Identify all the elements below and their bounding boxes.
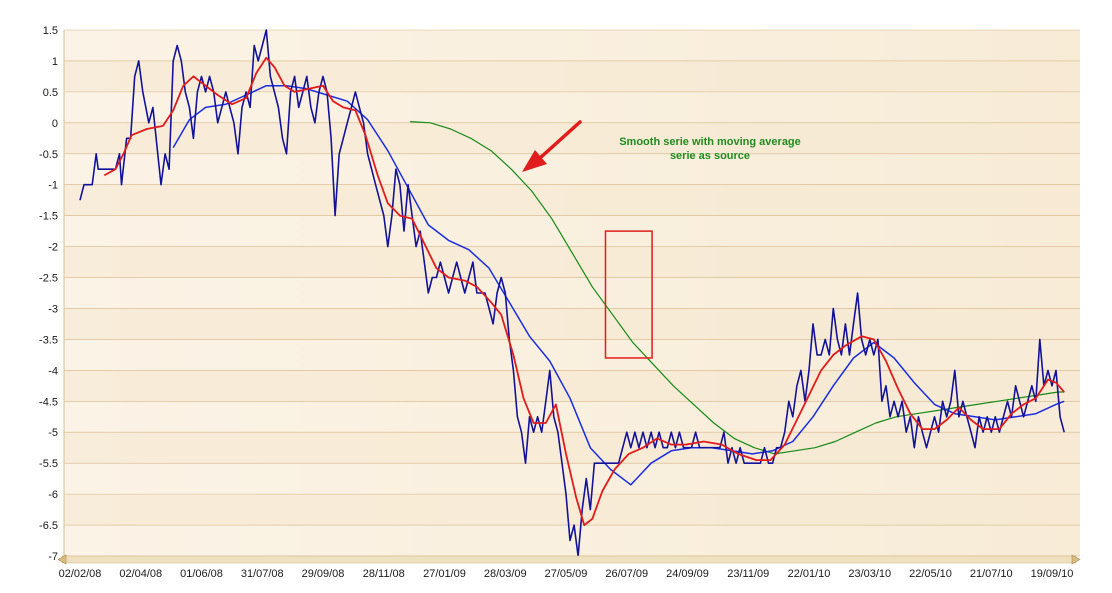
x-tick-label: 02/02/08 [59,568,102,580]
series-line-raw [79,29,1065,557]
y-tick-label: -6.5 [39,520,58,532]
y-tick-label: -4 [48,365,58,377]
scroll-left-arrow-icon[interactable] [57,554,67,565]
x-tick-label: 02/04/08 [119,568,162,580]
annotation-text-line: serie as source [670,150,750,162]
y-tick-label: -1.5 [39,211,58,223]
y-tick-label: -6 [48,489,58,501]
series-line-smooth [410,121,1065,455]
x-tick-label: 23/11/09 [727,568,769,580]
plot-bands [64,60,1080,526]
x-tick-label: 22/01/10 [788,568,831,580]
y-tick-label: -7 [48,551,58,563]
y-tick-label: 1.5 [43,25,58,37]
y-tick-label: 0.5 [43,87,58,99]
x-tick-label: 29/09/08 [302,568,345,580]
x-tick-label: 26/07/09 [605,568,648,580]
annotation-text-line: Smooth serie with moving average [619,136,801,148]
x-tick-labels: 02/02/08 02/04/08 01/06/08 31/07/08 29/09/08… [59,568,1074,580]
series-line-short-average [103,56,1065,526]
plot-band [64,184,1080,216]
y-tick-label: -4.5 [39,396,58,408]
x-tick-label: 19/09/10 [1031,568,1074,580]
scroll-right-arrow-icon[interactable] [1071,554,1081,565]
y-tick-label: -5.5 [39,458,58,470]
x-tick-label: 28/11/08 [363,568,405,580]
y-tick-label: -3 [48,303,58,315]
x-tick-label: 01/06/08 [180,568,223,580]
y-tick-label: -0.5 [39,149,58,161]
y-tick-label: -1 [48,180,58,192]
y-tick-label: -3.5 [39,334,58,346]
x-scrollbar-track[interactable] [61,555,1077,564]
plot-band [64,246,1080,278]
y-tick-label: -5 [48,427,58,439]
plot-band [64,308,1080,340]
y-tick-label: 0 [52,118,58,130]
x-axis: 02/02/08 02/04/08 01/06/08 31/07/08 29/09/08… [57,554,1081,580]
y-tick-label: -2.5 [39,273,58,285]
x-tick-label: 27/05/09 [545,568,588,580]
x-tick-label: 21/07/10 [970,568,1013,580]
plot-band [64,60,1080,92]
annotation-layer: Smooth serie with moving average serie a… [522,120,801,359]
annotation-arrow-shaft [538,120,582,160]
plot-band [64,432,1080,464]
grid-lines [63,29,1080,557]
annotation-arrow-head-icon [522,150,547,172]
annotation-rectangle [604,230,653,359]
y-axis: 1.5 1 0.5 0 -0.5 -1 -1.5 -2 -2.5 -3 -3.5 -4 -4.5 -5 -5… [39,25,58,563]
y-tick-label: -2 [48,242,58,254]
series-line-long-average [172,84,1065,486]
x-tick-label: 28/03/09 [484,568,527,580]
y-tick-label: 1 [52,56,58,68]
x-tick-label: 24/09/09 [666,568,709,580]
x-tick-label: 23/03/10 [848,568,891,580]
plot-band [64,494,1080,526]
x-tick-label: 31/07/08 [241,568,284,580]
plot-band [64,370,1080,402]
x-tick-label: 22/05/10 [909,568,952,580]
series-layer [79,29,1065,557]
x-tick-label: 27/01/09 [423,568,466,580]
